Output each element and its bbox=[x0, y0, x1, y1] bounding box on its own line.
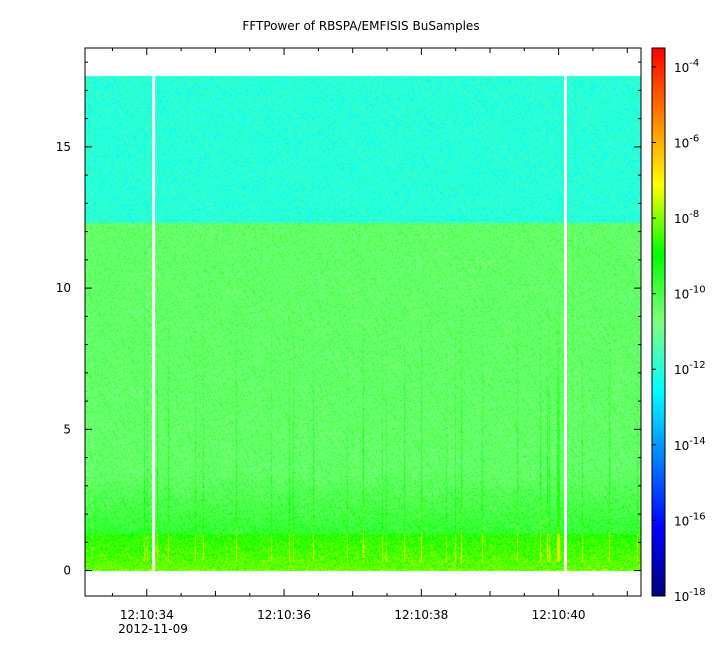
colorbar-tick-label: 10-10 bbox=[674, 285, 706, 302]
data-gap bbox=[563, 76, 567, 571]
colorbar-gradient bbox=[652, 48, 665, 596]
colorbar-tick-label: 10-4 bbox=[674, 58, 699, 75]
y-axis: 0 5 10 15 bbox=[56, 61, 641, 578]
colorbar-tick-label: 10-8 bbox=[674, 209, 699, 226]
spectrogram-heatmap bbox=[85, 48, 641, 596]
colorbar-frame bbox=[651, 47, 666, 597]
x-axis: 12:10:34 12:10:36 12:10:38 12:10:40 bbox=[111, 48, 628, 622]
y-tick-label: 5 bbox=[63, 422, 71, 436]
data-gaps bbox=[152, 76, 567, 571]
y-tick-label: 10 bbox=[56, 281, 71, 295]
colorbar-tick-label: 10-14 bbox=[674, 436, 706, 453]
y-tick-label: 0 bbox=[63, 564, 71, 578]
y-tick-label: 15 bbox=[56, 140, 71, 154]
colorbar: 10-4 10-6 10-8 10-10 10-12 10-14 10-16 10-18 bbox=[651, 47, 706, 604]
colorbar-tick-label: 10-18 bbox=[674, 587, 706, 604]
x-tick-label: 12:10:36 bbox=[257, 608, 311, 622]
colorbar-tick-label: 10-16 bbox=[674, 511, 706, 528]
colorbar-tick-label: 10-6 bbox=[674, 133, 699, 150]
colorbar-ticks: 10-4 10-6 10-8 10-10 10-12 10-14 10-16 10-18 bbox=[652, 58, 706, 604]
plot-area bbox=[84, 47, 642, 597]
data-gap bbox=[152, 76, 156, 571]
plot-frame bbox=[84, 47, 642, 597]
colorbar-tick-label: 10-12 bbox=[674, 360, 706, 377]
chart-title: FFTPower of RBSPA/EMFISIS BuSamples bbox=[242, 19, 479, 33]
x-date-label: 2012-11-09 bbox=[118, 622, 188, 636]
x-tick-label: 12:10:40 bbox=[532, 608, 586, 622]
x-tick-label: 12:10:38 bbox=[394, 608, 448, 622]
x-tick-label: 12:10:34 bbox=[120, 608, 174, 622]
